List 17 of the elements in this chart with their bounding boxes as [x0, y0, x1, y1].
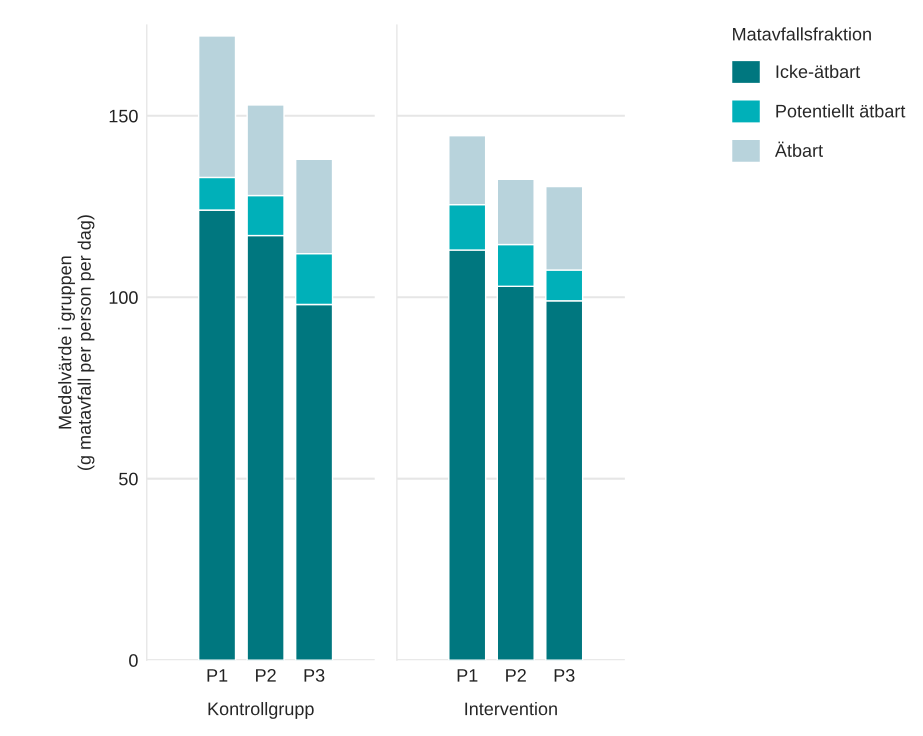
y-tick-label: 0: [129, 654, 138, 667]
y-axis-title: Medelvärde i gruppen (g matavfall per person per dag): [58, 215, 94, 470]
x-tick-label: P3: [304, 669, 324, 682]
legend-title: Matavfallsfraktion: [733, 27, 871, 41]
y-tick-label: 150: [110, 110, 138, 122]
legend-label: Icke-ätbart: [776, 64, 860, 78]
x-tick-label: P3: [554, 669, 574, 682]
x-tick-label: P2: [256, 669, 276, 682]
y-tick-label: 50: [119, 472, 138, 486]
y-tick-label: 100: [110, 291, 138, 304]
legend-label: Potentiellt ätbart: [776, 104, 906, 118]
x-tick-label: P1: [458, 669, 478, 682]
x-axis-title: Intervention: [465, 702, 557, 716]
legend-label: Ätbart: [774, 142, 823, 157]
x-tick-label: P1: [208, 669, 228, 682]
x-axis-title: Kontrollgrupp: [208, 702, 314, 719]
x-tick-label: P2: [506, 669, 526, 682]
